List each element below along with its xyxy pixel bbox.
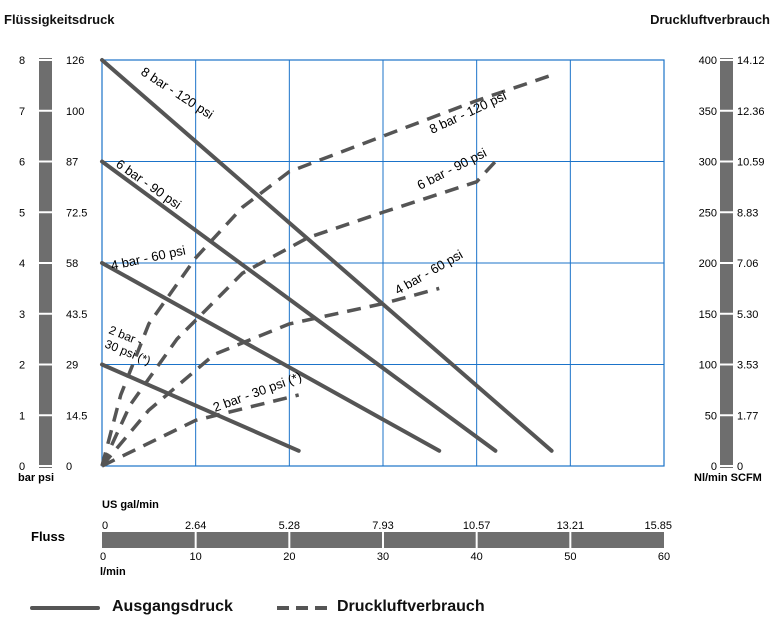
left-bar-tick-label: 3 xyxy=(19,309,25,321)
left-bar-tick-label: 4 xyxy=(19,258,25,270)
left-bar-tick-label: 5 xyxy=(19,207,25,219)
lmin-unit-label: l/min xyxy=(100,566,126,578)
air-series-label: 8 bar - 120 psi xyxy=(427,88,509,137)
left-psi-tick-label: 14.5 xyxy=(66,410,87,422)
legend-dashed-label: Druckluftverbrauch xyxy=(337,598,485,615)
right-scfm-tick-label: 1.77 xyxy=(737,410,758,422)
right-nl-tick-label: 200 xyxy=(699,258,717,270)
left-psi-tick-label: 100 xyxy=(66,106,84,118)
air-series-label: 6 bar - 90 psi xyxy=(415,145,490,193)
us-gal-tick-label: 10.57 xyxy=(463,520,491,532)
pressure-series-label: 6 bar - 90 psi xyxy=(113,156,184,212)
legend-solid-label: Ausgangsdruck xyxy=(112,598,233,615)
lmin-tick-label: 50 xyxy=(564,551,576,563)
us-gal-unit-label: US gal/min xyxy=(102,499,159,511)
left-bar-tick-label: 0 xyxy=(19,461,25,473)
air-line xyxy=(100,286,440,468)
pressure-line xyxy=(100,362,301,453)
left-axis-title: Flüssigkeitsdruck xyxy=(4,12,115,27)
right-nl-tick-label: 350 xyxy=(699,106,717,118)
left-psi-tick-label: 29 xyxy=(66,360,78,372)
right-scfm-tick-label: 10.59 xyxy=(737,157,765,169)
air-line xyxy=(100,160,497,467)
us-gal-tick-label: 5.28 xyxy=(279,520,300,532)
pressure-line xyxy=(100,58,554,453)
chart-series xyxy=(100,58,554,468)
right-nl-tick-label: 0 xyxy=(711,461,717,473)
lmin-tick-label: 60 xyxy=(658,551,670,563)
right-scfm-tick-label: 7.06 xyxy=(737,258,758,270)
right-scfm-tick-label: 8.83 xyxy=(737,207,758,219)
left-psi-tick-label: 126 xyxy=(66,55,84,67)
left-psi-tick-label: 72.5 xyxy=(66,207,87,219)
left-bar-tick-label: 2 xyxy=(19,360,25,372)
right-axis-title: Druckluftverbrauch xyxy=(650,12,770,27)
right-scfm-tick-label: 0 xyxy=(737,461,743,473)
left-psi-tick-label: 87 xyxy=(66,157,78,169)
right-nl-tick-label: 400 xyxy=(699,55,717,67)
right-scfm-tick-label: 3.53 xyxy=(737,360,758,372)
lmin-tick-label: 20 xyxy=(283,551,295,563)
air-line xyxy=(100,73,553,467)
us-gal-tick-label: 2.64 xyxy=(185,520,206,532)
left-bar-tick-label: 8 xyxy=(19,55,25,67)
left-bar-tick-label: 7 xyxy=(19,106,25,118)
lmin-tick-label: 0 xyxy=(100,551,106,563)
us-gal-tick-label: 15.85 xyxy=(644,520,672,532)
right-axis-units: Nl/min SCFM xyxy=(694,472,762,484)
us-gal-tick-label: 13.21 xyxy=(557,520,585,532)
left-psi-tick-label: 0 xyxy=(66,461,72,473)
pressure-series-label: 8 bar - 120 psi xyxy=(138,64,216,122)
left-psi-tick-label: 43.5 xyxy=(66,309,87,321)
right-nl-tick-label: 250 xyxy=(699,207,717,219)
legend-dashed-swatch xyxy=(277,606,333,610)
lmin-tick-label: 40 xyxy=(471,551,483,563)
pressure-line xyxy=(100,159,498,453)
right-nl-tick-label: 300 xyxy=(699,157,717,169)
left-bar-tick-label: 1 xyxy=(19,410,25,422)
air-line xyxy=(101,393,300,468)
legend-solid-swatch xyxy=(30,606,100,610)
lmin-tick-label: 30 xyxy=(377,551,389,563)
right-scfm-tick-label: 12.36 xyxy=(737,106,765,118)
right-nl-tick-label: 50 xyxy=(705,410,717,422)
lmin-tick-label: 10 xyxy=(190,551,202,563)
pressure-line xyxy=(100,261,442,453)
right-scfm-tick-label: 14.12 xyxy=(737,55,765,67)
left-psi-tick-label: 58 xyxy=(66,258,78,270)
air-series-label: 4 bar - 60 psi xyxy=(392,247,465,298)
pressure-series-label: 4 bar - 60 psi xyxy=(110,242,187,272)
right-nl-tick-label: 100 xyxy=(699,360,717,372)
chart-grid xyxy=(101,59,665,467)
left-axis-units: bar psi xyxy=(18,472,54,484)
flow-title: Fluss xyxy=(31,529,65,544)
us-gal-tick-label: 0 xyxy=(102,520,108,532)
left-bar-tick-label: 6 xyxy=(19,157,25,169)
right-nl-tick-label: 150 xyxy=(699,309,717,321)
right-scfm-tick-label: 5.30 xyxy=(737,309,758,321)
us-gal-tick-label: 7.93 xyxy=(372,520,393,532)
